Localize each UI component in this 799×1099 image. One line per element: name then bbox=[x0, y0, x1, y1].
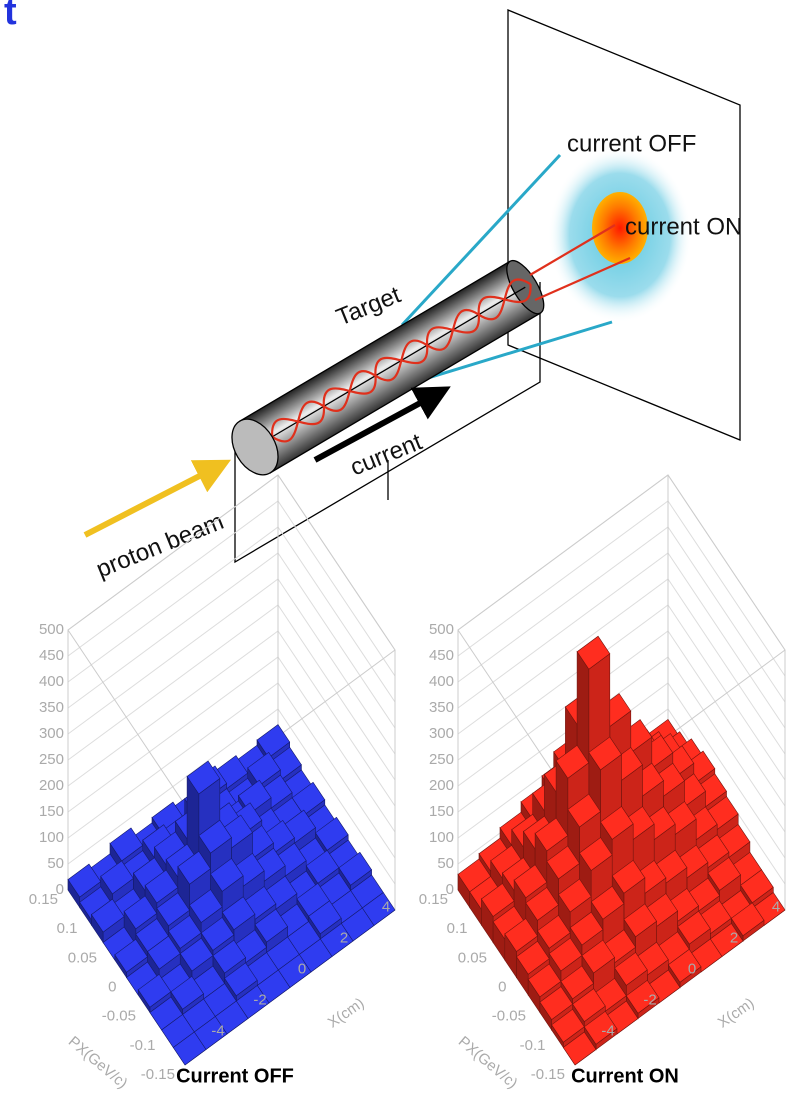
px-tick-label: 0 bbox=[108, 978, 116, 995]
grid-line bbox=[458, 501, 785, 676]
px-tick-label: 0 bbox=[498, 978, 506, 995]
px-axis-title: PX(GeV/c) bbox=[65, 1033, 131, 1092]
x-axis-title: X(cm) bbox=[715, 995, 758, 1032]
px-axis-title: PX(GeV/c) bbox=[455, 1033, 521, 1092]
z-tick-label: 500 bbox=[39, 621, 64, 638]
px-tick-label: -0.15 bbox=[531, 1066, 565, 1083]
z-tick-label: 250 bbox=[429, 751, 454, 768]
label: Target bbox=[333, 281, 405, 331]
px-tick-label: -0.05 bbox=[492, 1008, 526, 1025]
z-tick-label: 400 bbox=[39, 673, 64, 690]
grid-line bbox=[68, 553, 395, 728]
lego-plot: 0 50 100 150 200 250 300 350 400 450 500 -0.15 -0.1 -… bbox=[419, 475, 785, 1092]
grid-line bbox=[68, 605, 395, 780]
z-tick-label: 250 bbox=[39, 751, 64, 768]
label: current OFF bbox=[567, 130, 696, 157]
px-tick-label: -0.05 bbox=[102, 1008, 136, 1025]
x-tick-label: -2 bbox=[253, 991, 266, 1008]
x-tick-label: 0 bbox=[298, 960, 306, 977]
grid-line bbox=[458, 527, 785, 702]
px-tick-label: 0.15 bbox=[29, 891, 58, 908]
px-tick-label: 0.05 bbox=[68, 949, 97, 966]
grid-line bbox=[458, 475, 785, 650]
z-tick-label: 50 bbox=[47, 855, 64, 872]
px-tick-label: -0.15 bbox=[141, 1066, 175, 1083]
px-tick-label: 0.1 bbox=[57, 920, 78, 937]
label: current ON bbox=[625, 213, 742, 240]
z-tick-label: 100 bbox=[429, 829, 454, 846]
grid-line bbox=[68, 579, 395, 754]
z-tick-label: 150 bbox=[429, 803, 454, 820]
x-tick-label: 4 bbox=[772, 898, 780, 915]
x-tick-label: -4 bbox=[601, 1022, 614, 1039]
setup-diagram bbox=[85, 10, 740, 562]
x-tick-label: 4 bbox=[382, 898, 390, 915]
z-tick-label: 300 bbox=[39, 725, 64, 742]
caption: Current ON bbox=[571, 1065, 679, 1087]
corner-text: t bbox=[4, 0, 17, 33]
px-tick-label: -0.1 bbox=[130, 1037, 156, 1054]
z-tick-label: 200 bbox=[39, 777, 64, 794]
px-tick-label: 0.15 bbox=[419, 891, 448, 908]
z-tick-label: 350 bbox=[429, 699, 454, 716]
x-tick-label: 2 bbox=[340, 929, 348, 946]
grid-line bbox=[68, 501, 395, 676]
z-tick-label: 150 bbox=[39, 803, 64, 820]
z-tick-label: 350 bbox=[39, 699, 64, 716]
z-tick-label: 50 bbox=[437, 855, 454, 872]
x-tick-label: -4 bbox=[211, 1022, 224, 1039]
z-tick-label: 450 bbox=[39, 647, 64, 664]
px-tick-label: 0.1 bbox=[447, 920, 468, 937]
px-tick-label: 0.05 bbox=[458, 949, 487, 966]
z-tick-label: 100 bbox=[39, 829, 64, 846]
z-tick-label: 500 bbox=[429, 621, 454, 638]
x-tick-label: -2 bbox=[643, 991, 656, 1008]
figure: t current OFF current ON Target current … bbox=[0, 0, 799, 1094]
plots: 050100150200250300350400450500-0.15-0.1-… bbox=[29, 475, 785, 1092]
z-tick-label: 300 bbox=[429, 725, 454, 742]
z-tick-label: 400 bbox=[429, 673, 454, 690]
x-tick-label: 0 bbox=[688, 960, 696, 977]
z-tick-label: 450 bbox=[429, 647, 454, 664]
lego-plot: 0 50 100 150 200 250 300 350 400 450 500 -0.15 -0.1 -… bbox=[29, 475, 395, 1092]
z-tick-label: 200 bbox=[429, 777, 454, 794]
caption: Current OFF bbox=[176, 1065, 294, 1087]
x-tick-label: 2 bbox=[730, 929, 738, 946]
x-axis-title: X(cm) bbox=[325, 995, 368, 1032]
frame-top bbox=[68, 475, 395, 805]
px-tick-label: -0.1 bbox=[520, 1037, 546, 1054]
